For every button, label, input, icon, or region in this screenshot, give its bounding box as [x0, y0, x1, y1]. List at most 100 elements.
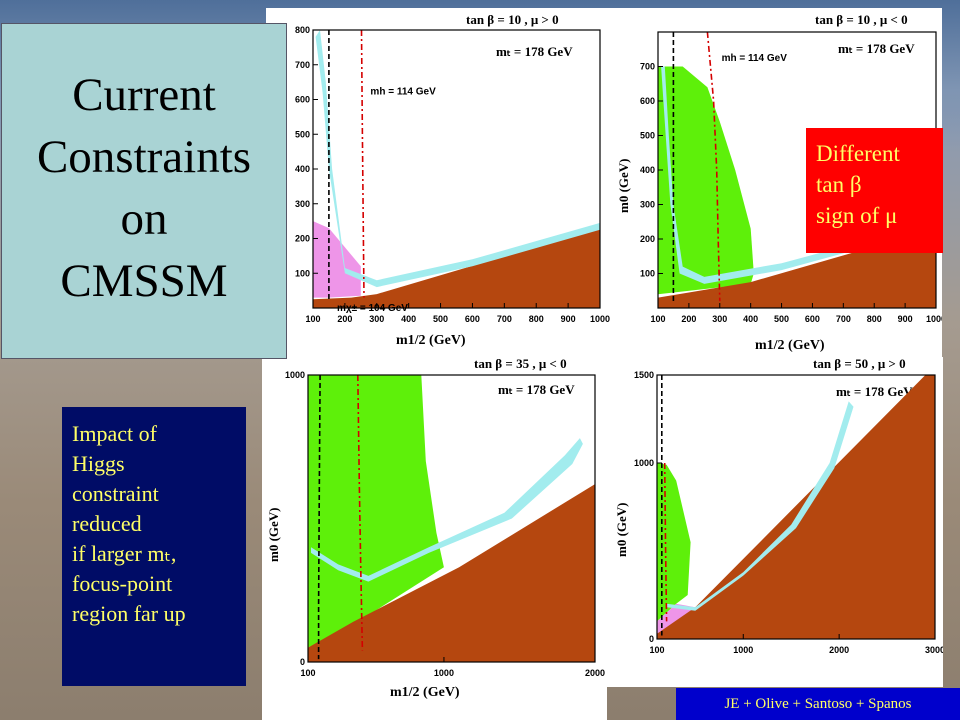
y-tick-label: 800	[295, 25, 310, 35]
chart-panel-1: tan β = 10 , μ > 0 mₜ = 178 GeV m1/2 (Ge…	[266, 8, 611, 358]
y-tick-label: 700	[295, 60, 310, 70]
callout-blue-line-7: region far up	[72, 601, 186, 626]
chart-4-svg: 100 1000 2000 3000 0 1000 1500	[634, 370, 943, 655]
slide-title-line-3: on	[120, 193, 168, 245]
callout-red-line-3: sign of μ	[816, 203, 898, 228]
chart-1-title: tan β = 10 , μ > 0	[466, 12, 559, 27]
x-tick-label: 900	[561, 314, 576, 324]
chart-3-annotation: mₜ = 178 GeV	[498, 382, 575, 397]
y-tick-label: 600	[640, 96, 655, 106]
callout-higgs-impact: Impact of Higgs constraint reduced if la…	[62, 407, 246, 686]
y-tick-label: 400	[295, 164, 310, 174]
y-tick-label: 300	[295, 199, 310, 209]
x-tick-label: 2000	[829, 645, 849, 655]
x-tick-label: 1000	[434, 668, 454, 678]
region-bsg	[308, 375, 444, 648]
callout-different-tanb: Different tan β sign of μ	[806, 128, 943, 253]
callout-blue-line-5: if larger mₜ,	[72, 541, 177, 566]
x-tick-label: 1000	[926, 314, 942, 324]
y-tick-label: 300	[640, 200, 655, 210]
y-tick-label: 1000	[285, 370, 305, 380]
chart-2-annotation: mₜ = 178 GeV	[838, 41, 915, 56]
line-label: mχ± = 104 GeV	[337, 303, 408, 314]
y-tick-label: 1500	[634, 370, 654, 380]
line-mh-114-gev	[360, 29, 365, 298]
y-tick-label: 500	[295, 129, 310, 139]
chart-panel-2: tan β = 10 , μ < 0 mₜ = 178 GeV m1/2 (Ge…	[610, 8, 942, 358]
x-tick-label: 300	[712, 314, 727, 324]
callout-blue-line-3: constraint	[72, 481, 159, 506]
x-tick-label: 100	[650, 314, 665, 324]
region-excluded	[658, 228, 936, 308]
x-tick-label: 100	[300, 668, 315, 678]
region-relic	[315, 30, 600, 288]
region-g-2	[313, 221, 361, 298]
y-tick-label: 0	[649, 634, 654, 644]
y-tick-label: 400	[640, 165, 655, 175]
x-tick-label: 700	[836, 314, 851, 324]
region-excluded	[313, 228, 600, 308]
x-tick-label: 100	[649, 645, 664, 655]
plot-frame	[307, 374, 596, 663]
callout-blue-line-1: Impact of	[72, 421, 157, 446]
region-g-2	[657, 603, 696, 634]
y-tick-label: 100	[640, 269, 655, 279]
x-tick-label: 800	[529, 314, 544, 324]
plot-frame	[656, 374, 936, 640]
y-tick-label: 100	[295, 268, 310, 278]
y-tick-label: 0	[300, 657, 305, 667]
chart-4-annotation: mₜ = 178 GeV	[836, 384, 913, 399]
region-relic	[311, 438, 583, 582]
slide-title-line-4: CMSSM	[60, 255, 228, 307]
line-label: mh = 114 GeV	[370, 86, 436, 97]
line-mh-114-gev	[706, 31, 721, 302]
x-tick-label: 100	[305, 314, 320, 324]
callout-red-line-1: Different	[816, 141, 900, 166]
chart-3-title: tan β = 35 , μ < 0	[474, 357, 567, 371]
y-tick-label: 200	[295, 234, 310, 244]
x-tick-label: 700	[497, 314, 512, 324]
x-tick-label: 200	[337, 314, 352, 324]
chart-panel-3: tan β = 35 , μ < 0 mₜ = 178 GeV m1/2 (Ge…	[262, 357, 607, 720]
region-bsg	[657, 463, 691, 622]
callout-blue-line-4: reduced	[72, 511, 142, 536]
x-tick-label: 400	[401, 314, 416, 324]
y-tick-label: 200	[640, 234, 655, 244]
x-tick-label: 600	[805, 314, 820, 324]
callout-blue-line-6: focus-point	[72, 571, 173, 596]
slide-title-line-2: Constraints	[36, 131, 252, 183]
chart-4-title: tan β = 50 , μ > 0	[813, 357, 906, 371]
x-tick-label: 200	[681, 314, 696, 324]
y-tick-label: 600	[295, 95, 310, 105]
x-tick-label: 900	[898, 314, 913, 324]
x-tick-label: 400	[743, 314, 758, 324]
chart-2-title: tan β = 10 , μ < 0	[815, 12, 908, 27]
callout-blue-line-2: Higgs	[72, 451, 125, 476]
region-excluded	[308, 484, 595, 662]
chart-1-annotation: mₜ = 178 GeV	[496, 44, 573, 59]
line-mh-114-gev	[663, 462, 668, 622]
x-tick-label: 1000	[733, 645, 753, 655]
y-tick-label: 1000	[634, 458, 654, 468]
chart-1-svg: 100 200 300 400 500 600 700 800 900 1000 100 200 300…	[295, 25, 610, 324]
line-chargino	[317, 374, 321, 660]
chart-2-svg: 100 200 300 400 500 600 700 800 900 1000 100 200 300…	[640, 31, 942, 324]
line-mh-114-gev	[357, 374, 364, 651]
x-tick-label: 2000	[585, 668, 605, 678]
chart-3-svg: 100 1000 2000 0 1000	[285, 370, 605, 678]
x-tick-label: 3000	[925, 645, 943, 655]
chart-panel-4: tan β = 50 , μ > 0 mₜ = 178 GeV m0 (GeV)…	[606, 357, 943, 687]
x-tick-label: 500	[774, 314, 789, 324]
y-tick-label: 500	[640, 131, 655, 141]
x-tick-label: 600	[465, 314, 480, 324]
x-tick-label: 800	[867, 314, 882, 324]
y-tick-label: 700	[640, 62, 655, 72]
region-excluded	[657, 375, 935, 639]
slide-title-line-1: Current	[72, 69, 216, 121]
chart-2-xlabel: m1/2 (GeV)	[755, 338, 825, 353]
x-tick-label: 300	[369, 314, 384, 324]
x-tick-label: 1000	[590, 314, 610, 324]
x-tick-label: 500	[433, 314, 448, 324]
credit-authors: JE + Olive + Santoso + Spanos	[676, 688, 960, 720]
region-bsg	[658, 66, 754, 295]
